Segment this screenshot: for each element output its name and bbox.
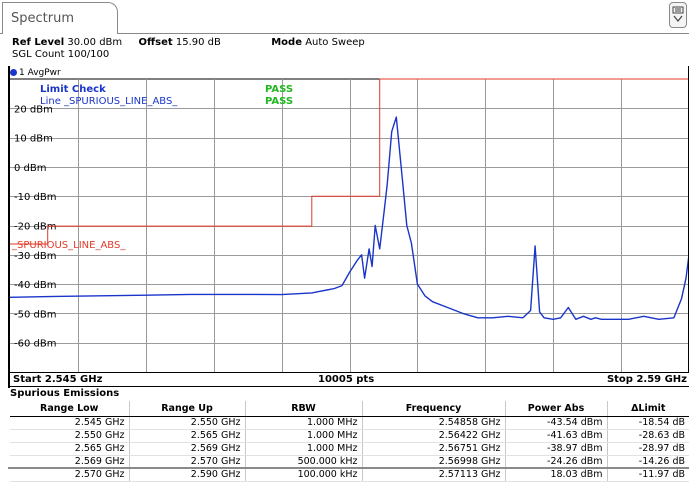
table-row[interactable]: 2.545 GHz 2.550 GHz 1.000 MHz 2.54858 GH…: [10, 416, 689, 430]
delta-limit-cell: -28.63 dB: [607, 429, 689, 443]
y-tick-label: 10 dBm: [14, 134, 53, 145]
y-tick-label: 20 dBm: [14, 104, 53, 115]
diagram-frame: [8, 66, 689, 388]
frequency-cell: 2.54858 GHz: [362, 416, 506, 430]
frequency-cell: 2.56751 GHz: [362, 442, 506, 456]
ref-level-value: 30.00 dBm: [67, 37, 123, 48]
y-tick-label: -40 dBm: [14, 280, 56, 291]
rbw-cell: 1.000 MHz: [245, 416, 363, 430]
ref-level-label: Ref Level: [12, 37, 65, 48]
sgl-count: SGL Count 100/100: [12, 49, 110, 60]
limit-line-result: PASS: [265, 96, 293, 107]
mode-label: Mode: [271, 37, 302, 48]
limit-check-label: Limit Check: [40, 84, 106, 95]
tab-spectrum-label: Spectrum: [11, 11, 74, 26]
tab-spectrum[interactable]: Spectrum: [2, 2, 118, 34]
y-tick-label: -20 dBm: [14, 222, 56, 233]
stop-frequency: Stop 2.59 GHz: [606, 374, 687, 385]
limit-line-label: _SPURIOUS_LINE_ABS_: [11, 240, 126, 251]
range-up-cell: 2.590 GHz: [129, 468, 246, 482]
col-range-low: Range Low: [10, 401, 130, 417]
range-up-cell: 2.550 GHz: [129, 416, 246, 430]
y-tick-label: -10 dBm: [14, 192, 56, 203]
table-row[interactable]: 2.550 GHz 2.565 GHz 1.000 MHz 2.56422 GH…: [10, 429, 689, 443]
mode-value: Auto Sweep: [305, 37, 365, 48]
sweep-points: 10005 pts: [318, 374, 375, 385]
rbw-cell: 100.000 kHz: [245, 468, 363, 482]
col-range-up: Range Up: [129, 401, 246, 417]
spurious-emissions-table: Range Low Range Up RBW Frequency Power A…: [10, 401, 689, 482]
tab-strip: Spectrum: [0, 0, 689, 34]
measurement-info: Ref Level 30.00 dBm Offset 15.90 dB Mode…: [12, 37, 365, 61]
rbw-cell: 1.000 MHz: [245, 442, 363, 456]
col-rbw: RBW: [245, 401, 363, 417]
trace-avgpwr: [10, 116, 689, 321]
tab-divider: [0, 33, 2, 34]
power-abs-cell: -41.63 dBm: [505, 429, 608, 443]
grid-lines: [10, 79, 689, 372]
table-header-row: Range Low Range Up RBW Frequency Power A…: [10, 401, 689, 417]
y-tick-label: -50 dBm: [14, 309, 56, 320]
trace-header-strip: [10, 66, 689, 79]
col-delta-limit: ΔLimit: [607, 401, 689, 417]
delta-limit-cell: -28.97 dB: [607, 442, 689, 456]
table-row[interactable]: 2.570 GHz 2.590 GHz 100.000 kHz 2.57113 …: [10, 468, 689, 482]
delta-limit-cell: -18.54 dB: [607, 416, 689, 430]
rbw-cell: 1.000 MHz: [245, 429, 363, 443]
col-power-abs: Power Abs: [505, 401, 608, 417]
power-abs-cell: -38.97 dBm: [505, 442, 608, 456]
spectrum-diagram[interactable]: 20 dBm 10 dBm 0 dBm -10 dBm -20 dBm -30 dBm -4…: [10, 66, 689, 372]
bottom-frame-border: [8, 467, 689, 469]
frequency-cell: 2.56422 GHz: [362, 429, 506, 443]
limit-check-result: PASS: [265, 84, 293, 95]
window-menu-icon[interactable]: [669, 2, 687, 28]
range-up-cell: 2.565 GHz: [129, 429, 246, 443]
power-abs-cell: 18.03 dBm: [505, 468, 608, 482]
range-low-cell: 2.550 GHz: [10, 429, 130, 443]
y-tick-label: -60 dBm: [14, 339, 56, 350]
range-low-cell: 2.565 GHz: [10, 442, 130, 456]
frequency-cell: 2.57113 GHz: [362, 468, 506, 482]
range-low-cell: 2.545 GHz: [10, 416, 130, 430]
offset-label: Offset: [138, 37, 173, 48]
offset-value: 15.90 dB: [175, 37, 221, 48]
start-frequency: Start 2.545 GHz: [13, 374, 103, 385]
limit-line-name: Line _SPURIOUS_LINE_ABS_: [40, 96, 178, 107]
limit-line: [10, 78, 689, 245]
delta-limit-cell: -11.97 dB: [607, 468, 689, 482]
y-tick-label: 0 dBm: [14, 163, 47, 174]
table-title: Spurious Emissions: [10, 388, 120, 399]
trace-name: 1 AvgPwr: [19, 68, 61, 78]
frequency-axis-bar: Start 2.545 GHz 10005 pts Stop 2.59 GHz: [10, 372, 689, 387]
range-up-cell: 2.569 GHz: [129, 442, 246, 456]
table-row[interactable]: 2.565 GHz 2.569 GHz 1.000 MHz 2.56751 GH…: [10, 442, 689, 456]
power-abs-cell: -43.54 dBm: [505, 416, 608, 430]
trace-label: 1 AvgPwr: [10, 67, 130, 79]
y-tick-label: -30 dBm: [14, 251, 56, 262]
tab-divider: [118, 33, 689, 34]
col-frequency: Frequency: [362, 401, 506, 417]
range-low-cell: 2.570 GHz: [10, 468, 130, 482]
trace-indicator-icon: [10, 69, 17, 76]
